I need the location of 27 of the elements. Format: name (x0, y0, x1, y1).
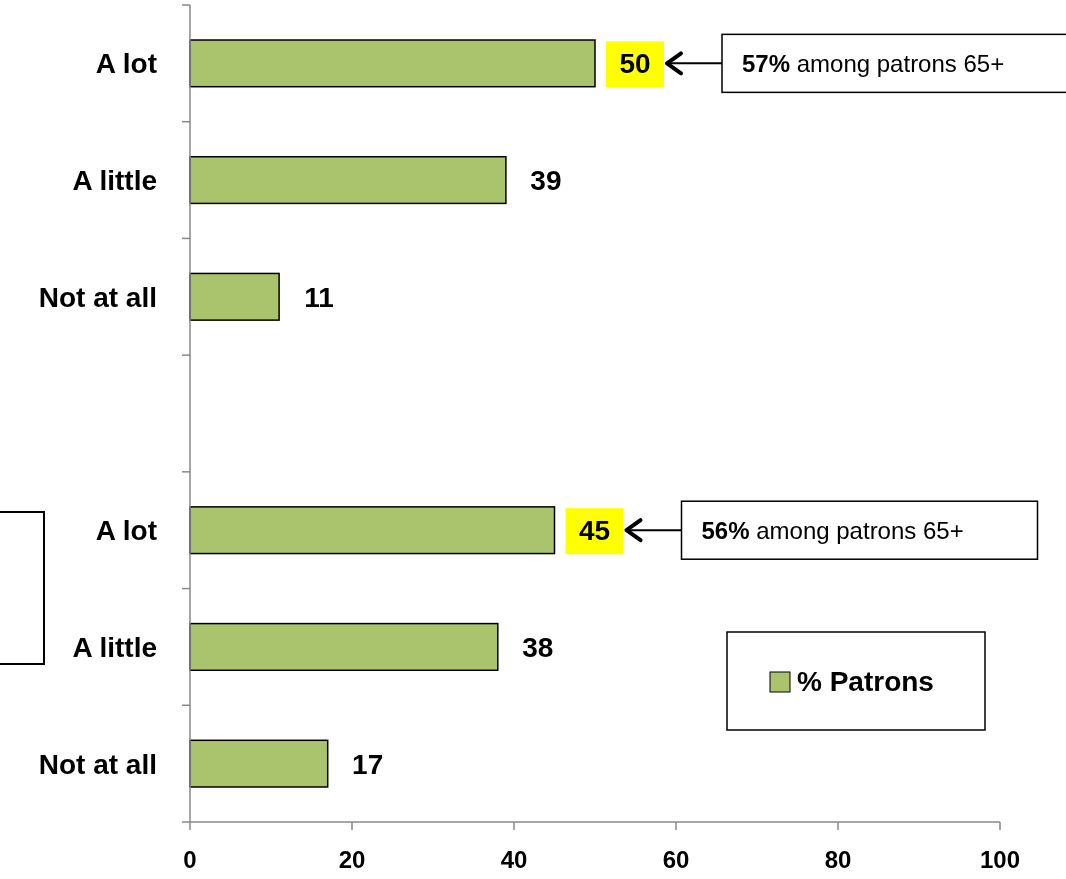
data-label: 39 (530, 165, 562, 197)
x-tick-label: 0 (183, 846, 197, 873)
bar (189, 272, 280, 321)
y-tick-label: A lot (95, 515, 157, 547)
bar (189, 506, 556, 555)
data-label: 45 (578, 515, 611, 547)
x-tick-label: 80 (824, 846, 852, 873)
y-tick-label: A little (72, 165, 157, 197)
annotation: 56% among patrons 65+ (701, 517, 964, 545)
y-tick-label: Not at all (38, 748, 157, 780)
data-label: 38 (522, 631, 554, 663)
data-label: 11 (304, 281, 334, 313)
bar (189, 155, 507, 205)
x-tick-label: 40 (500, 846, 528, 873)
bar (189, 622, 499, 672)
bar (189, 739, 329, 788)
bar (189, 39, 596, 88)
legend-label: % Patrons (797, 666, 934, 697)
x-tick-label: 100 (979, 846, 1021, 873)
annotation: 57% among patrons 65+ (742, 50, 1005, 78)
y-tick-label: Not at all (38, 281, 157, 313)
data-label: 50 (619, 48, 651, 80)
y-tick-label: A little (72, 631, 157, 663)
x-tick-label: 20 (338, 846, 366, 873)
x-tick-label: 60 (662, 846, 690, 873)
data-label: 17 (352, 748, 384, 780)
y-tick-label: A lot (95, 48, 157, 80)
